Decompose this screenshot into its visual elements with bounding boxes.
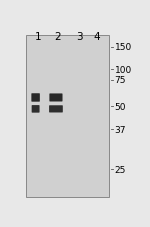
Text: 4: 4	[93, 32, 100, 42]
Text: 1: 1	[35, 32, 42, 42]
Text: 75: 75	[115, 76, 126, 85]
Text: 100: 100	[115, 66, 132, 74]
Text: 2: 2	[54, 32, 60, 42]
Bar	[26, 36, 110, 197]
FancyBboxPatch shape	[49, 106, 63, 113]
FancyBboxPatch shape	[49, 94, 63, 102]
Text: 50: 50	[115, 102, 126, 111]
Text: 25: 25	[115, 165, 126, 174]
Text: 3: 3	[76, 32, 83, 42]
Text: 150: 150	[115, 43, 132, 52]
Text: 37: 37	[115, 125, 126, 134]
FancyBboxPatch shape	[31, 94, 40, 102]
FancyBboxPatch shape	[32, 106, 40, 113]
